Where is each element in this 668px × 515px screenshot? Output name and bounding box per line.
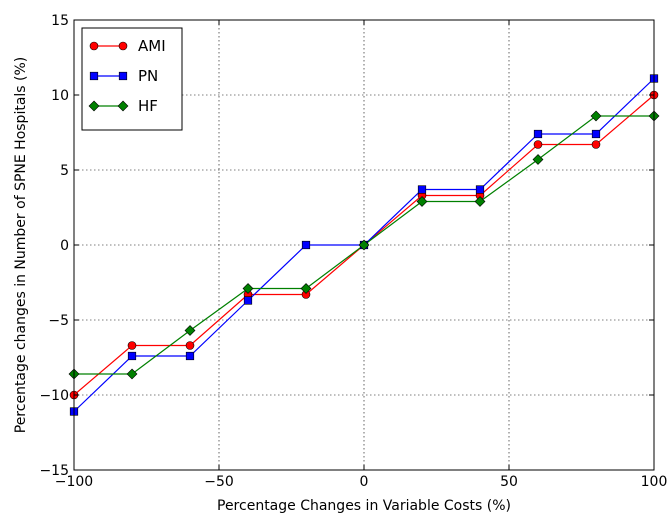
data-point-hf <box>242 283 254 294</box>
x-tick-label: 50 <box>500 474 518 490</box>
x-tick-label: 0 <box>360 474 369 490</box>
legend-item-hf: HF <box>88 97 158 115</box>
data-point-pn <box>127 351 137 361</box>
data-point-pn <box>243 296 253 305</box>
y-tick-label: 15 <box>51 13 69 29</box>
legend-box <box>81 27 183 131</box>
legend-marker <box>89 41 99 51</box>
data-point-pn <box>475 185 485 194</box>
y-tick-label: −15 <box>39 463 69 479</box>
data-point-hf <box>184 325 196 336</box>
y-tick-label: 0 <box>60 238 69 254</box>
legend-label: AMI <box>138 37 166 55</box>
x-tick-label: −100 <box>55 474 93 490</box>
data-point-pn <box>301 240 311 250</box>
legend-item-ami: AMI <box>89 37 166 55</box>
y-axis-label: Percentage changes in Number of SPNE Hos… <box>13 57 29 434</box>
data-point-ami <box>533 140 543 149</box>
x-axis-label: Percentage Changes in Variable Costs (%) <box>217 498 511 514</box>
legend: AMI PN HF <box>81 27 183 131</box>
x-tick-label: −50 <box>204 474 234 490</box>
legend-marker <box>118 41 128 51</box>
legend-marker <box>89 71 99 81</box>
data-point-pn <box>417 185 427 194</box>
data-point-hf <box>416 196 428 207</box>
y-tick-label: −10 <box>39 388 69 404</box>
data-point-ami <box>127 341 137 350</box>
legend-marker <box>117 100 129 112</box>
data-point-ami <box>591 140 601 149</box>
legend-item-pn: PN <box>89 67 158 85</box>
data-point-hf <box>300 283 312 294</box>
y-tick-label: −5 <box>48 313 69 329</box>
legend-marker <box>88 100 100 112</box>
data-point-ami <box>185 341 195 350</box>
x-tick-label: 100 <box>641 474 668 490</box>
legend-marker <box>118 71 128 81</box>
data-point-hf <box>474 196 486 207</box>
data-point-hf <box>532 154 544 165</box>
series-layer <box>68 74 660 416</box>
legend-label: HF <box>138 97 158 115</box>
y-tick-label: 5 <box>60 163 69 179</box>
data-point-hf <box>590 110 602 122</box>
ticks <box>73 19 655 471</box>
series-markers-hf <box>68 110 660 380</box>
data-point-pn <box>533 129 543 139</box>
data-point-hf <box>358 239 370 251</box>
legend-label: PN <box>138 67 158 85</box>
y-tick-label: 10 <box>51 88 69 104</box>
data-point-hf <box>126 368 138 380</box>
data-point-pn <box>591 129 601 139</box>
data-point-pn <box>185 351 195 361</box>
